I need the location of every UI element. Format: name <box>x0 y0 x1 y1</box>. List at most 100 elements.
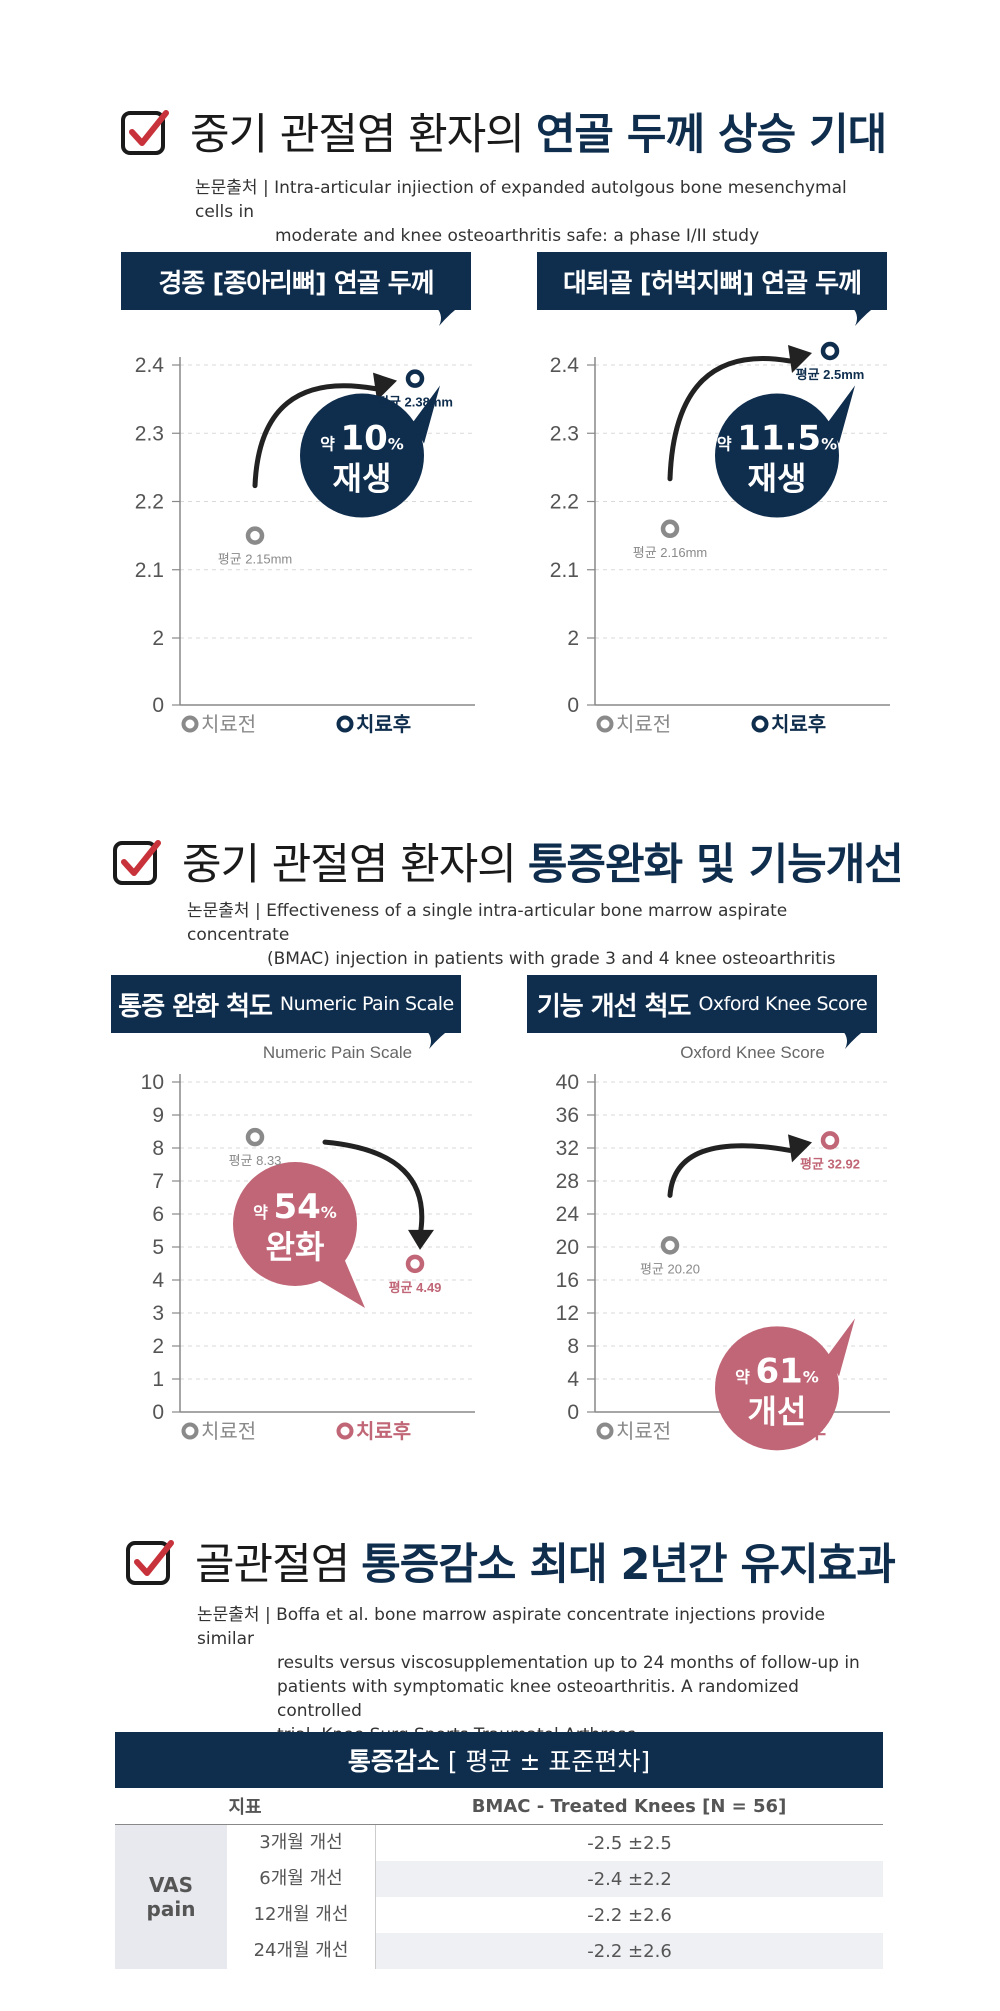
table-header-row: 지표 BMAC - Treated Knees [N = 56] <box>115 1788 883 1825</box>
y-tick-label: 2.1 <box>550 559 579 582</box>
bubble-number: 61 <box>755 1351 802 1391</box>
chart-oxford-knee-score: Oxford Knee Score0481216202428323640치료전치… <box>556 1043 890 1451</box>
y-tick-label: 36 <box>556 1104 579 1127</box>
arrowhead-icon <box>788 1134 812 1163</box>
y-tick-label: 2.2 <box>550 491 579 514</box>
bubble-word: 완화 <box>266 1228 325 1266</box>
x-category-label: 치료후 <box>356 1420 411 1443</box>
y-tick-label: 9 <box>152 1104 164 1127</box>
table-value-cell: -2.2 ±2.6 <box>587 1940 672 1962</box>
arrowhead-icon <box>408 1229 434 1250</box>
y-tick-label: 24 <box>556 1203 580 1226</box>
bubble-percent: 약 61% <box>735 1351 819 1391</box>
section-title-bold: 통증감소 최대 2년간 유지효과 <box>361 1540 896 1590</box>
source-citation: 논문출처 | Effectiveness of a single intra-a… <box>187 899 867 971</box>
data-point <box>660 1236 680 1255</box>
x-category-label: 치료전 <box>201 1420 256 1443</box>
data-point-label: 평균 8.33 <box>229 1153 282 1168</box>
checkbox-check-icon <box>121 110 169 155</box>
bubble-number: 10 <box>340 419 387 459</box>
y-tick-label: 4 <box>567 1368 579 1391</box>
legend-ring-icon <box>751 715 769 733</box>
section-title-plain: 중기 관절염 환자의 <box>190 110 525 160</box>
x-category-label: 치료전 <box>201 713 256 736</box>
result-bubble <box>233 1162 357 1286</box>
table-group-label: VAS <box>148 1873 193 1897</box>
results-table: 지표 BMAC - Treated Knees [N = 56] VAS pai… <box>115 1788 883 1969</box>
data-point-label: 평균 2.15mm <box>218 552 293 567</box>
y-tick-label: 6 <box>152 1203 164 1226</box>
chart-tag-femur: 대퇴골 [허벅지뼈] 연골 두께 <box>537 252 887 326</box>
chart-tag-label: 대퇴골 [허벅지뼈] 연골 두께 <box>562 268 862 299</box>
y-tick-label: 32 <box>556 1137 579 1160</box>
table-period-cell: 6개월 개선 <box>227 1861 376 1897</box>
chart-tag-pain: 통증 완화 척도 Numeric Pain Scale <box>111 975 461 1049</box>
source-citation: 논문출처 | Boffa et al. bone marrow aspirate… <box>197 1603 877 1747</box>
data-point <box>820 341 840 361</box>
data-point-label: 평균 2.5mm <box>796 367 865 382</box>
legend-ring-icon <box>336 715 354 733</box>
source-line: results versus viscosupplementation up t… <box>277 1653 860 1673</box>
chart-tag-sub: Oxford Knee Score <box>698 993 868 1015</box>
y-tick-label: 2 <box>152 1335 164 1358</box>
bubble-unit: % <box>388 435 404 454</box>
y-tick-label: 0 <box>567 1401 579 1424</box>
data-point-label: 평균 4.49 <box>389 1280 442 1295</box>
table-value-cell: -2.5 ±2.5 <box>587 1832 672 1854</box>
source-label: 논문출처 | <box>195 178 269 198</box>
bubble-tail <box>412 385 440 444</box>
arrowhead-icon <box>788 345 812 373</box>
y-tick-label: 8 <box>567 1335 579 1358</box>
table-row: 12개월 개선 -2.2 ±2.6 <box>227 1897 883 1933</box>
table-group-label: pain <box>146 1897 196 1921</box>
legend-ring-icon <box>596 1422 614 1440</box>
chart-tag-label: 통증 완화 척도 <box>118 991 273 1022</box>
bubble-prefix: 약 <box>253 1203 273 1222</box>
legend-ring-icon <box>596 715 614 733</box>
trend-arrow-icon <box>667 1143 793 1198</box>
source-line: Effectiveness of a single intra-articula… <box>187 901 788 945</box>
legend-ring-icon <box>181 715 199 733</box>
table-row: 24개월 개선 -2.2 ±2.6 <box>227 1933 883 1969</box>
section-title-bold: 연골 두께 상승 기대 <box>535 110 887 160</box>
section-title-pain-function: 중기 관절염 환자의 통증완화 및 기능개선 <box>112 830 904 892</box>
source-line: moderate and knee osteoarthritis safe: a… <box>275 226 760 246</box>
section-title-cartilage: 중기 관절염 환자의 연골 두께 상승 기대 <box>120 100 887 162</box>
trend-arrow-icon <box>322 1139 425 1239</box>
table-title-bar: 통증감소 [ 평균 ± 표준편차] <box>115 1732 883 1788</box>
bubble-word: 개선 <box>748 1392 807 1430</box>
table-period-cell: 3개월 개선 <box>227 1825 376 1861</box>
y-tick-label: 2 <box>567 627 579 650</box>
arrowhead-icon <box>373 372 397 401</box>
bubble-prefix: 약 <box>717 435 737 454</box>
x-category-label: 치료전 <box>616 713 671 736</box>
legend-ring-icon <box>336 1422 354 1440</box>
data-point-label: 평균 2.16mm <box>633 545 708 560</box>
data-point <box>245 526 265 545</box>
chart-subtitle: Oxford Knee Score <box>680 1043 825 1062</box>
y-tick-label: 2.3 <box>550 422 579 445</box>
y-tick-label: 8 <box>152 1137 164 1160</box>
bubble-prefix: 약 <box>735 1367 755 1386</box>
bubble-unit: % <box>821 435 837 454</box>
section-title-plain: 중기 관절염 환자의 <box>182 840 517 890</box>
source-line: (BMAC) injection in patients with grade … <box>267 949 836 969</box>
chart-tag-sub: Numeric Pain Scale <box>279 993 454 1015</box>
y-tick-label: 0 <box>152 694 164 717</box>
data-point <box>660 519 680 539</box>
y-tick-label: 2.4 <box>135 354 165 377</box>
table-header-cell: BMAC - Treated Knees [N = 56] <box>471 1795 787 1817</box>
y-tick-label: 2.2 <box>135 491 164 514</box>
result-bubble <box>715 1326 839 1451</box>
table-value-cell: -2.2 ±2.6 <box>587 1904 672 1926</box>
source-label: 논문출처 | <box>197 1605 271 1625</box>
y-tick-label: 5 <box>152 1236 164 1259</box>
chart-tag-function: 기능 개선 척도 Oxford Knee Score <box>527 975 877 1049</box>
y-tick-label: 10 <box>141 1071 164 1094</box>
table-row: 3개월 개선 -2.5 ±2.5 <box>227 1825 883 1861</box>
y-tick-label: 40 <box>556 1071 579 1094</box>
table-group-cell: VAS pain <box>115 1825 227 1969</box>
section-title-pain-reduction: 골관절염 통증감소 최대 2년간 유지효과 <box>125 1530 896 1592</box>
